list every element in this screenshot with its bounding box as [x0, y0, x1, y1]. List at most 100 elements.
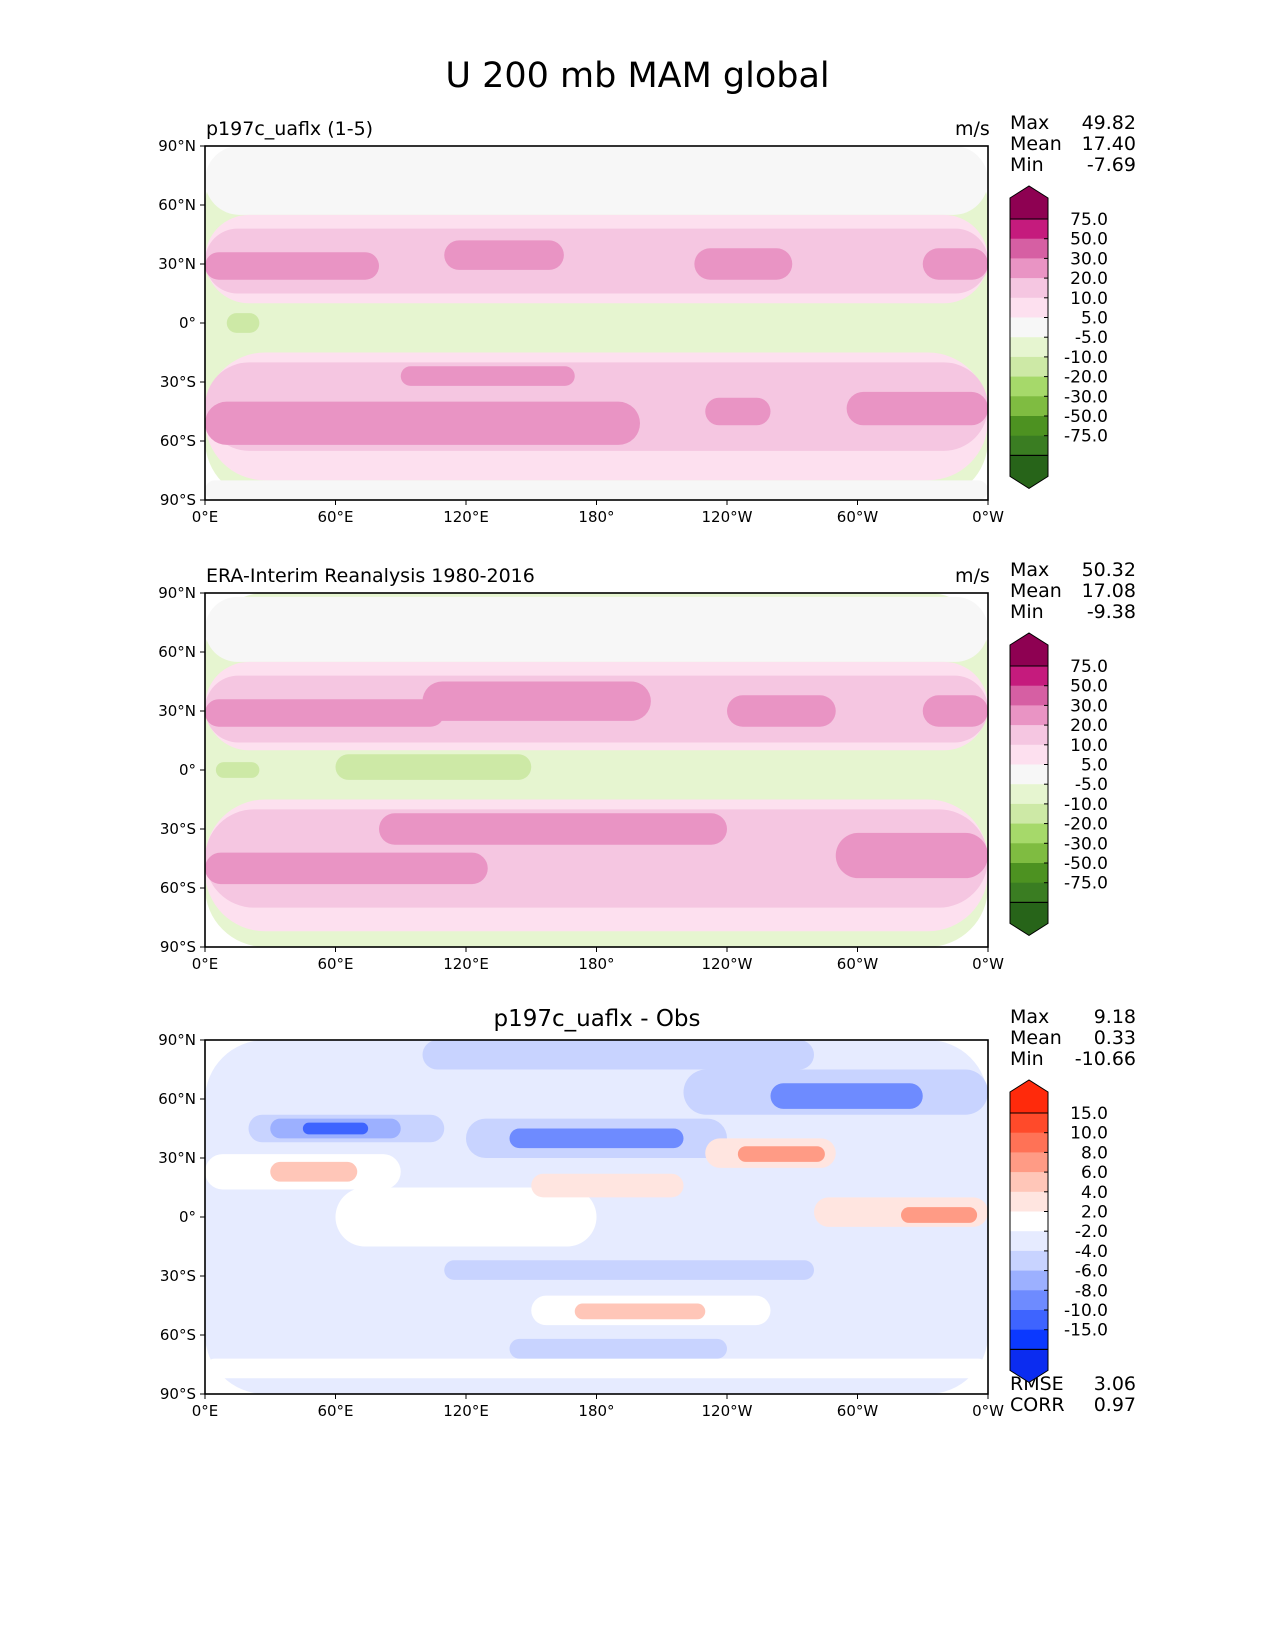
- colorbar-segment: [1010, 863, 1048, 884]
- contour-region: [302, 1122, 369, 1135]
- x-tick-label: 0°E: [192, 508, 219, 526]
- stat-label: Max: [1010, 1006, 1050, 1028]
- map-panel-2: 0°E 60°E 120°E 180° 120°W 60°W 0°W 90°N 60°N 30°N…: [158, 584, 1108, 973]
- colorbar-label: 75.0: [1070, 657, 1108, 677]
- colorbar-label: 4.0: [1081, 1183, 1108, 1203]
- colorbar-label: 20.0: [1070, 269, 1108, 289]
- panel-left-title: p197c_uaflx (1-5): [206, 118, 374, 140]
- colorbar-extend-min: [1009, 901, 1049, 936]
- stat-label: Max: [1010, 112, 1050, 134]
- contour-region: [335, 1187, 597, 1247]
- contour-field: [205, 1040, 988, 1394]
- stat-label: Mean: [1010, 580, 1062, 602]
- contour-region: [737, 1146, 825, 1162]
- y-tick-label: 90°S: [160, 938, 196, 956]
- colorbar-label: -2.0: [1075, 1222, 1108, 1242]
- colorbar-segment: [1010, 1152, 1048, 1173]
- colorbar-segment: [1010, 1132, 1048, 1153]
- colorbar-label: -10.0: [1064, 348, 1108, 368]
- colorbar-segment: [1010, 1270, 1048, 1291]
- stat-label: Mean: [1010, 1027, 1062, 1049]
- x-tick-label: 180°: [578, 1402, 614, 1420]
- panel-center-title: p197c_uaflx - Obs: [493, 1006, 701, 1032]
- stat-value: 17.40: [1081, 133, 1136, 155]
- y-tick-label: 90°N: [158, 137, 196, 155]
- contour-region: [205, 699, 445, 727]
- contour-region: [770, 1083, 923, 1109]
- stat-label: CORR: [1010, 1394, 1065, 1416]
- y-tick-label: 30°N: [158, 255, 196, 273]
- x-tick-label: 60°E: [317, 1402, 353, 1420]
- x-tick-label: 0°E: [192, 1402, 219, 1420]
- y-tick-label: 0°: [179, 761, 196, 779]
- contour-region: [835, 832, 988, 879]
- colorbar-label: 15.0: [1070, 1104, 1108, 1124]
- colorbar-label: -50.0: [1064, 854, 1108, 874]
- contour-region: [574, 1303, 706, 1320]
- colorbar-extend-max: [1009, 632, 1049, 667]
- stat-value: -9.38: [1086, 601, 1136, 623]
- colorbar-segment: [1010, 803, 1048, 825]
- x-tick-label: 0°W: [972, 955, 1004, 973]
- colorbar-label: 30.0: [1070, 249, 1108, 269]
- map-panel-1: 0°E 60°E 120°E 180° 120°W 60°W 0°W 90°N 60°N 30°N…: [158, 137, 1108, 526]
- colorbar-label: 10.0: [1070, 1124, 1108, 1144]
- colorbar-label: -10.0: [1064, 795, 1108, 815]
- contour-region: [922, 248, 988, 280]
- contour-region: [215, 762, 260, 778]
- colorbar-label: -5.0: [1075, 775, 1108, 795]
- x-tick-label: 60°W: [837, 955, 879, 973]
- colorbar-label: 6.0: [1081, 1163, 1108, 1183]
- figure-title: U 200 mb MAM global: [445, 56, 830, 96]
- y-tick-label: 60°N: [158, 196, 196, 214]
- contour-region: [509, 1338, 727, 1359]
- colorbar-label: 75.0: [1070, 210, 1108, 230]
- colorbar-segment: [1010, 705, 1048, 726]
- y-tick-label: 0°: [179, 1208, 196, 1226]
- colorbar-label: 2.0: [1081, 1203, 1108, 1223]
- colorbar-segment: [1010, 764, 1048, 785]
- x-tick-label: 0°E: [192, 955, 219, 973]
- contour-region: [705, 397, 771, 426]
- x-tick-label: 0°W: [972, 1402, 1004, 1420]
- stat-value: -7.69: [1086, 154, 1136, 176]
- y-tick-label: 90°N: [158, 584, 196, 602]
- x-tick-label: 120°E: [443, 1402, 489, 1420]
- contour-region: [226, 313, 260, 333]
- colorbar-segment: [1010, 1231, 1048, 1252]
- contour-region: [270, 1161, 358, 1182]
- panel-units: m/s: [955, 565, 990, 587]
- colorbar-label: -8.0: [1075, 1281, 1108, 1301]
- colorbar-segment: [1010, 1310, 1048, 1331]
- contour-region: [400, 366, 575, 386]
- y-tick-label: 60°S: [160, 1326, 196, 1344]
- y-tick-label: 60°S: [160, 432, 196, 450]
- colorbar-label: -30.0: [1064, 834, 1108, 854]
- contour-region: [205, 1358, 988, 1379]
- contour-region: [444, 240, 564, 270]
- colorbar-label: 20.0: [1070, 716, 1108, 736]
- colorbar-segment: [1010, 1191, 1048, 1212]
- x-tick-label: 0°W: [972, 508, 1004, 526]
- colorbar-label: -5.0: [1075, 328, 1108, 348]
- panel-left-title: ERA-Interim Reanalysis 1980-2016: [206, 565, 535, 587]
- colorbar-label: -75.0: [1064, 874, 1108, 894]
- contour-region: [422, 1040, 814, 1070]
- colorbar-segment: [1010, 882, 1048, 903]
- stat-value: 50.32: [1081, 559, 1136, 581]
- contour-region: [205, 252, 379, 280]
- stat-label: Min: [1010, 154, 1044, 176]
- stat-label: Mean: [1010, 133, 1062, 155]
- colorbar-label: 50.0: [1070, 230, 1108, 250]
- colorbar-label: -6.0: [1075, 1262, 1108, 1282]
- contour-field: [205, 146, 988, 500]
- y-tick-label: 30°N: [158, 702, 196, 720]
- colorbar-label: 30.0: [1070, 696, 1108, 716]
- x-tick-label: 120°W: [702, 508, 753, 526]
- colorbar-segment: [1010, 1290, 1048, 1311]
- colorbar-segment: [1010, 1329, 1048, 1350]
- colorbar-segment: [1010, 1113, 1048, 1134]
- y-tick-label: 60°S: [160, 879, 196, 897]
- contour-region: [205, 750, 988, 800]
